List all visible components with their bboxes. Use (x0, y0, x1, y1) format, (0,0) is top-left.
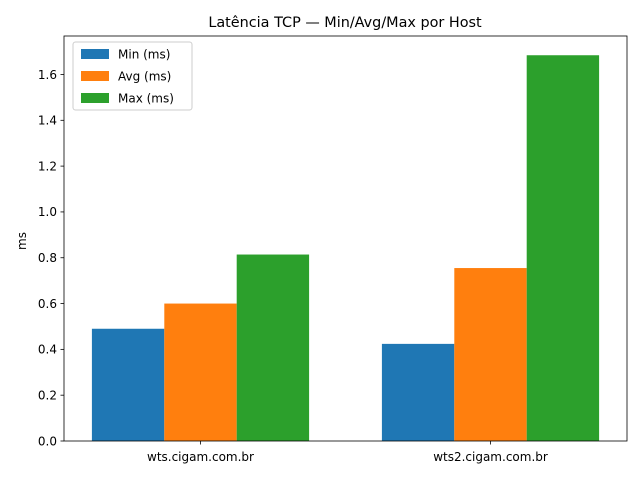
legend-swatch-3 (81, 93, 109, 103)
bar-3-2 (526, 55, 600, 442)
y-tick-label: 0.0 (38, 434, 57, 448)
bars-layer (91, 55, 600, 442)
bar-1-1 (91, 328, 165, 441)
y-tick-label: 1.2 (38, 159, 57, 173)
bar-1-2 (381, 343, 455, 441)
y-tick-label: 0.8 (38, 251, 57, 265)
y-axis-label: ms (15, 232, 29, 250)
bar-2-2 (454, 268, 527, 441)
legend-swatch-2 (81, 71, 109, 81)
y-tick-label: 0.2 (38, 388, 57, 402)
y-tick-label: 1.4 (38, 114, 57, 128)
x-tick-label: wts.cigam.com.br (147, 450, 254, 464)
bar-3-1 (236, 254, 310, 441)
y-tick-label: 1.6 (38, 68, 57, 82)
x-tick-label: wts2.cigam.com.br (433, 450, 548, 464)
y-tick-label: 1.0 (38, 205, 57, 219)
legend-swatch-1 (81, 49, 109, 59)
legend-label-1: Min (ms) (118, 48, 170, 62)
y-tick-label: 0.4 (38, 343, 57, 357)
plot-frame (63, 35, 628, 442)
axes-layer: 0.0 0.2 0.4 0.6 0.8 1.0 1.2 1.4 1.6 wts.cigam.com… (38, 35, 628, 464)
bar-2-1 (164, 303, 237, 441)
legend-label-2: Avg (ms) (118, 70, 171, 84)
y-tick-label: 0.6 (38, 297, 57, 311)
legend-label-3: Max (ms) (118, 92, 174, 106)
chart-title: Latência TCP — Min/Avg/Max por Host (208, 15, 482, 31)
legend: Min (ms) Avg (ms) Max (ms) (72, 41, 193, 111)
